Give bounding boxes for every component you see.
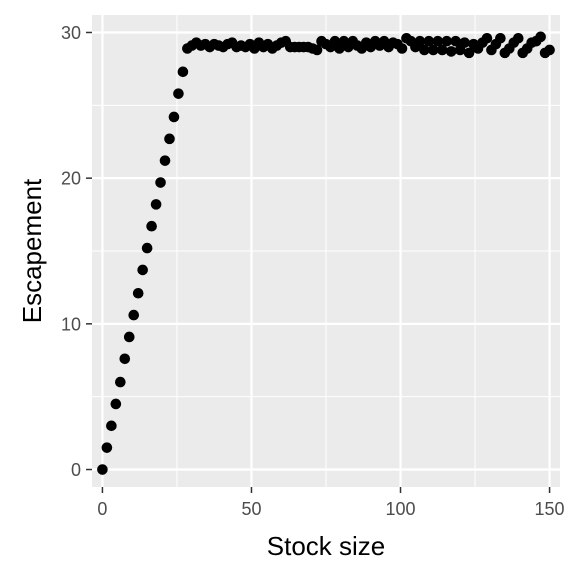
data-point	[119, 353, 131, 365]
data-point	[311, 44, 323, 56]
data-point	[495, 33, 506, 44]
data-point	[146, 220, 157, 232]
y-axis-tick-labels: 0 10 20 30	[61, 23, 81, 480]
x-axis-ticks	[101, 487, 551, 493]
x-tick-label: 100	[385, 499, 415, 519]
data-point	[110, 398, 122, 410]
x-tick-label: 0	[97, 499, 107, 519]
y-tick-label: 20	[61, 169, 81, 189]
x-axis-title: Stock size	[267, 531, 386, 561]
data-point	[463, 47, 475, 59]
data-point	[164, 133, 175, 145]
data-point	[106, 420, 117, 432]
data-point	[150, 199, 162, 210]
data-point	[155, 177, 166, 188]
data-point	[177, 66, 189, 78]
data-point	[101, 442, 113, 453]
data-points	[97, 31, 555, 475]
data-point	[173, 88, 184, 99]
data-point	[141, 242, 153, 254]
major-grid	[92, 15, 560, 487]
data-point	[544, 44, 555, 56]
data-point	[414, 35, 426, 47]
data-point	[432, 35, 444, 47]
y-axis-ticks	[86, 31, 92, 471]
data-point	[137, 264, 148, 276]
x-tick-label: 150	[535, 499, 565, 519]
data-point	[97, 464, 108, 475]
data-point	[445, 46, 457, 57]
y-tick-label: 30	[61, 23, 81, 43]
y-tick-label: 0	[71, 460, 81, 480]
data-point	[128, 309, 140, 321]
data-point	[441, 35, 453, 47]
x-tick-label: 50	[241, 499, 261, 519]
y-axis-title: Escapement	[17, 178, 47, 323]
data-point	[423, 35, 435, 47]
x-axis-tick-labels: 0 50 100 150	[97, 499, 564, 519]
data-point	[535, 31, 546, 43]
data-point	[481, 33, 493, 44]
data-point	[436, 44, 448, 56]
data-point	[115, 376, 126, 388]
data-point	[123, 331, 135, 343]
data-point	[396, 43, 408, 54]
y-tick-label: 10	[61, 314, 81, 334]
data-point	[512, 33, 524, 44]
data-point	[459, 37, 470, 48]
data-point	[419, 44, 430, 56]
data-point	[159, 155, 171, 166]
data-point	[168, 111, 180, 123]
data-point	[428, 44, 439, 56]
data-point	[132, 287, 144, 299]
data-point	[450, 35, 461, 47]
